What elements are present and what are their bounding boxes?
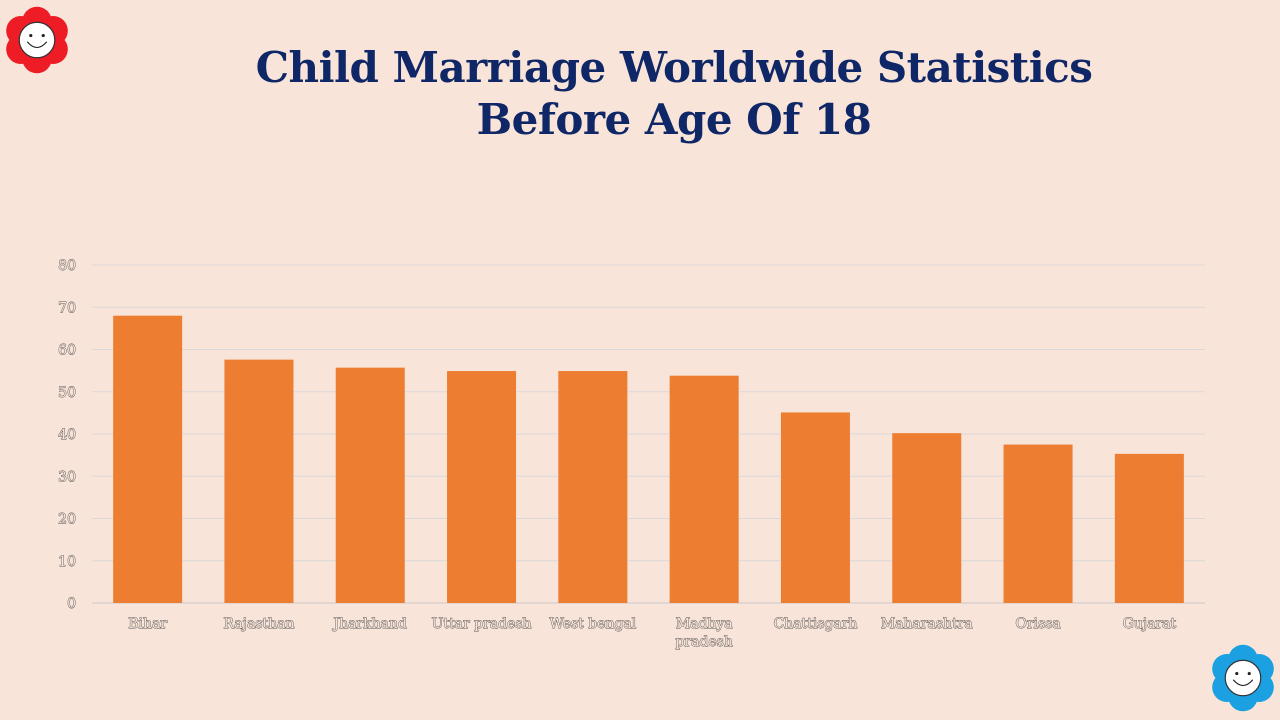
- y-tick-label: 0: [67, 596, 76, 612]
- y-tick-label: 70: [58, 300, 76, 316]
- y-tick-label: 40: [58, 427, 76, 443]
- x-tick-label: Chattisgarh: [773, 616, 857, 632]
- x-tick-label: Rajasthan: [223, 616, 294, 632]
- bar-orissa: [1003, 444, 1073, 603]
- x-tick-label: Gujarat: [1123, 616, 1177, 632]
- title-line-2: Before Age Of 18: [476, 95, 872, 144]
- bar-west-bengal: [558, 371, 628, 603]
- bar-maharashtra: [892, 433, 962, 603]
- title-line-1: Child Marriage Worldwide Statistics: [255, 43, 1093, 92]
- x-tick-label: Madhya: [676, 616, 733, 632]
- x-tick-label: Bihar: [128, 616, 167, 632]
- y-tick-label: 10: [58, 554, 76, 570]
- y-tick-label: 30: [58, 469, 76, 485]
- bar-madhya-pradesh: [669, 375, 739, 603]
- x-tick-label: Maharashtra: [881, 616, 973, 632]
- bar-bihar: [113, 315, 183, 603]
- bar-jharkhand: [335, 367, 405, 603]
- bar-chattisgarh: [780, 412, 850, 603]
- x-tick-label: pradesh: [675, 634, 732, 650]
- x-tick-label: Orissa: [1015, 616, 1060, 632]
- y-tick-label: 80: [58, 258, 76, 274]
- smiley-flower-icon: [6, 6, 68, 74]
- bar-rajasthan: [224, 359, 294, 603]
- y-tick-label: 50: [58, 385, 76, 401]
- x-tick-label: Jharkhand: [332, 616, 408, 632]
- bar-uttar-pradesh: [447, 371, 517, 603]
- x-tick-label: Uttar pradesh: [432, 616, 532, 632]
- x-tick-label: West bengal: [549, 616, 636, 632]
- y-tick-label: 60: [58, 343, 76, 359]
- y-tick-label: 20: [58, 512, 76, 528]
- page-title: Child Marriage Worldwide Statistics Befo…: [0, 42, 1280, 146]
- bar-gujarat: [1114, 453, 1184, 603]
- smiley-flower-icon: [1212, 644, 1274, 712]
